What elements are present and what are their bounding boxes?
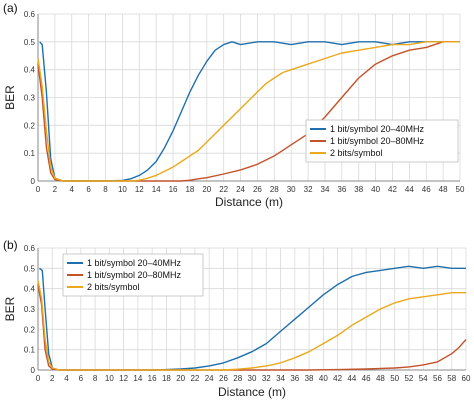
panel-a-series-line-2 [37, 41, 460, 182]
panel-b-xtick-label: 60 [462, 374, 471, 383]
panel-b-ytick-label: 0 [31, 366, 36, 375]
panel-a-ytick-label: 0.4 [24, 66, 36, 75]
panel-b-legend-box [62, 253, 204, 297]
panel-b-xtick-label: 40 [319, 374, 328, 383]
panel-b-xtick-label: 30 [248, 374, 257, 383]
panel-a-xtick-label: 50 [456, 185, 465, 194]
panel-a-xtick-label: 38 [354, 185, 363, 194]
panel-a-tag: (a) [3, 1, 18, 15]
panel-b-ytick-label: 0.5 [24, 264, 36, 273]
panel-a-xtick-label: 2 [53, 185, 58, 194]
panel-a-legend-label: 2 bits/symbol [330, 148, 383, 158]
panel-b-xtick-label: 32 [262, 374, 271, 383]
panel-b-xtick-label: 24 [205, 374, 214, 383]
panel-a-xtick-label: 18 [185, 185, 194, 194]
panel-b-xtick-label: 16 [148, 374, 157, 383]
panel-b-xtick-label: 52 [404, 374, 413, 383]
panel-b-xtick-label: 4 [64, 374, 69, 383]
panel-b-legend: 1 bit/symbol 20–40MHz 1 bit/symbol 20–80M… [62, 253, 204, 297]
panel-b-xtick-label: 2 [50, 374, 55, 383]
panel-a-xtick-label: 4 [70, 185, 75, 194]
panel-a-y-axis-title: BER [3, 85, 17, 110]
panel-a-xtick-label: 44 [405, 185, 414, 194]
panel-b-x-axis-title: Distance (m) [218, 385, 286, 399]
panel-b-series-line-3 [37, 280, 466, 371]
panel-b-xtick-label: 20 [176, 374, 185, 383]
panel-b-xtick-label: 0 [36, 374, 41, 383]
panel-b-xtick-label: 56 [433, 374, 442, 383]
panel-a-xtick-label: 28 [270, 185, 279, 194]
panel-b-ytick-label: 0.2 [24, 325, 36, 334]
panel-a-ytick-label: 0.1 [24, 149, 36, 158]
panel-a-xtick-label: 34 [321, 185, 330, 194]
panel-b-xtick-label: 38 [305, 374, 314, 383]
panel-a-legend-box [305, 119, 459, 163]
panel-a-xtick-label: 24 [236, 185, 245, 194]
panel-a-series-line-3 [37, 41, 460, 182]
panel-b-xtick-label: 58 [447, 374, 456, 383]
panel-a-xtick-label: 46 [422, 185, 431, 194]
panel-b-xtick-label: 22 [190, 374, 199, 383]
panel-b-chart: (b)00.10.20.30.40.50.60 2 4 6 8 10 12 14 16 18 20 2… [3, 238, 471, 399]
panel-b-ytick-label: 0.1 [24, 346, 36, 355]
panel-a-xtick-label: 42 [388, 185, 397, 194]
panel-a-xtick-label: 20 [202, 185, 211, 194]
panel-b-legend-label: 1 bit/symbol 20–40MHz [87, 258, 182, 268]
panel-a-chart: (a)00.10.20.30.40.50.60 2 4 6 8 10 12 14 16 18 20 2… [3, 1, 465, 209]
panel-a-xtick-label: 8 [103, 185, 108, 194]
panel-b-xtick-label: 6 [79, 374, 84, 383]
panel-b-xtick-label: 10 [105, 374, 114, 383]
panel-a-xtick-label: 48 [439, 185, 448, 194]
panel-a-xtick-label: 32 [304, 185, 313, 194]
panel-a-xtick-label: 14 [152, 185, 161, 194]
panel-b-legend-label: 2 bits/symbol [87, 282, 140, 292]
panel-b-xtick-label: 44 [347, 374, 356, 383]
panel-b-xtick-label: 46 [362, 374, 371, 383]
panel-b-ytick-label: 0.6 [24, 244, 36, 253]
panel-a-ytick-label: 0 [31, 177, 36, 186]
panel-a-xtick-label: 10 [118, 185, 127, 194]
panel-b-xtick-label: 26 [219, 374, 228, 383]
panel-b-xtick-label: 54 [419, 374, 428, 383]
panel-b-xtick-label: 12 [119, 374, 128, 383]
panel-b-xtick-label: 50 [390, 374, 399, 383]
panel-a-xtick-label: 16 [169, 185, 178, 194]
panel-b-series-line-2 [37, 284, 467, 371]
panel-a-xtick-label: 12 [135, 185, 144, 194]
panel-a-xtick-label: 40 [371, 185, 380, 194]
panel-a-legend-label: 1 bit/symbol 20–80MHz [330, 136, 425, 146]
panel-a-xtick-label: 26 [253, 185, 262, 194]
panel-b-xtick-label: 18 [162, 374, 171, 383]
panel-b-xtick-label: 14 [133, 374, 142, 383]
panel-b-tag: (b) [3, 238, 18, 252]
panel-b-xtick-label: 34 [276, 374, 285, 383]
panel-a-ytick-label: 0.6 [24, 10, 36, 19]
panel-b-ytick-label: 0.4 [24, 285, 36, 294]
panel-a-ytick-label: 0.2 [24, 121, 36, 130]
panel-a-xtick-label: 30 [287, 185, 296, 194]
panel-b-xtick-label: 48 [376, 374, 385, 383]
panel-a-ytick-label: 0.5 [24, 38, 36, 47]
panel-b-y-axis-title: BER [3, 296, 17, 321]
panel-a-legend: 1 bit/symbol 20–40MHz 1 bit/symbol 20–80M… [305, 119, 459, 163]
panel-a-x-axis-title: Distance (m) [215, 195, 283, 209]
panel-a-ytick-label: 0.3 [24, 94, 36, 103]
panel-b-xtick-label: 8 [93, 374, 98, 383]
panel-a-xtick-label: 6 [86, 185, 91, 194]
panel-b-xtick-label: 42 [333, 374, 342, 383]
panel-a-xtick-label: 36 [337, 185, 346, 194]
panel-a-xtick-label: 0 [36, 185, 41, 194]
panel-a-xtick-label: 22 [219, 185, 228, 194]
panel-b-xtick-label: 28 [233, 374, 242, 383]
panel-b-xtick-label: 36 [290, 374, 299, 383]
panel-b-legend-label: 1 bit/symbol 20–80MHz [87, 270, 182, 280]
panel-b-ytick-label: 0.3 [24, 305, 36, 314]
panel-a-legend-label: 1 bit/symbol 20–40MHz [330, 124, 425, 134]
